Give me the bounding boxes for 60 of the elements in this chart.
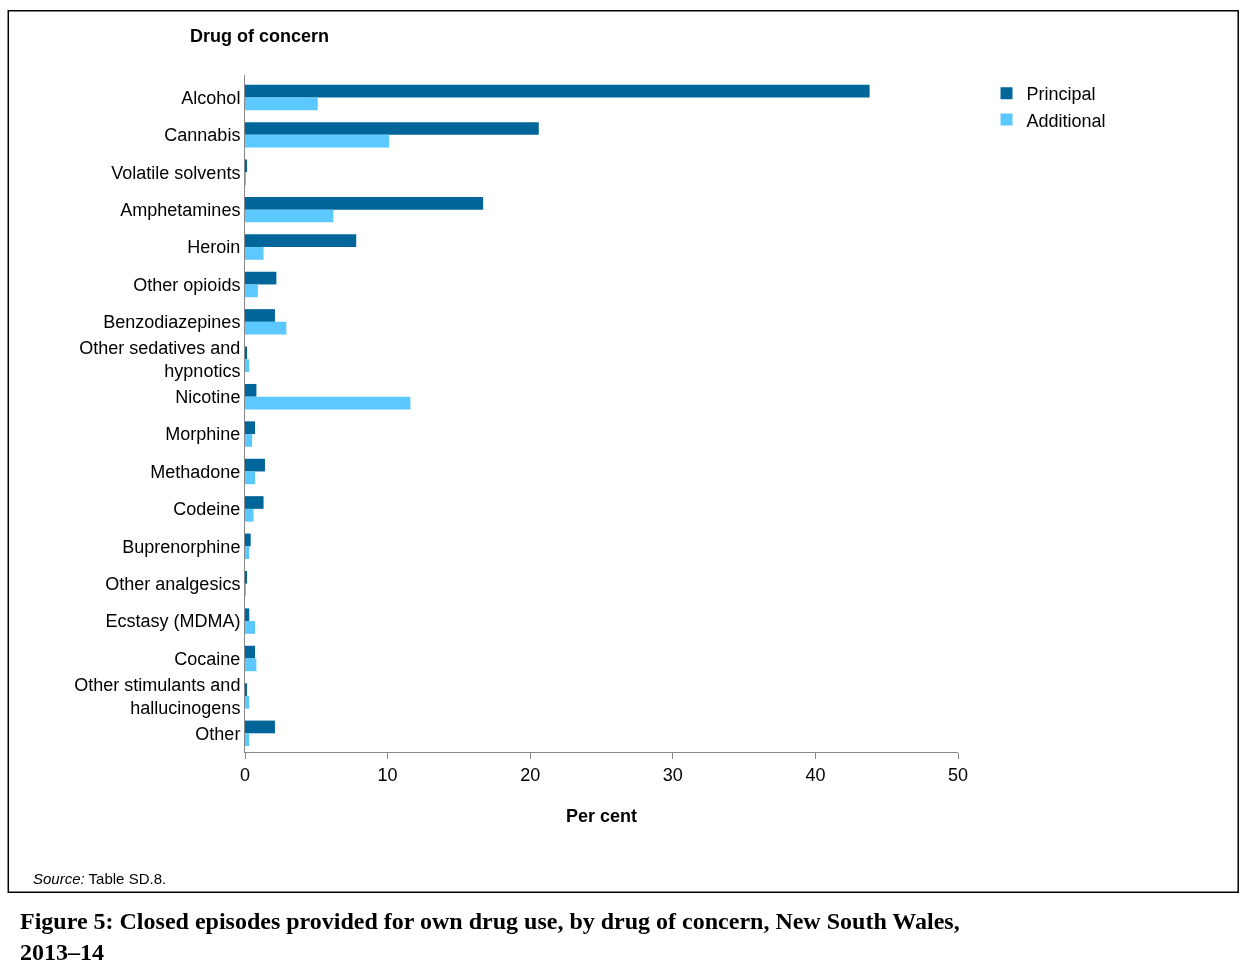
bar: [245, 209, 334, 223]
bar: [245, 383, 257, 397]
y-tick-label: Methadone: [150, 461, 241, 482]
x-tick-label: 0: [239, 764, 251, 785]
y-tick-label: Alcohol: [181, 87, 241, 108]
y-tick-label: Nicotine: [175, 386, 241, 407]
y-tick-label: Other opioids: [133, 274, 241, 295]
bar: [245, 546, 250, 559]
bar: [245, 695, 250, 709]
x-tick-label: 50: [947, 764, 969, 785]
bar: [245, 621, 255, 634]
y-tick-label: Other stimulants and hallucinogens: [74, 674, 241, 718]
y-tick-label: Buprenorphine: [122, 536, 241, 557]
y-tick-label: Other sedatives and hypnotics: [79, 337, 241, 382]
x-tick-label: 20: [520, 764, 541, 785]
bar: [245, 321, 287, 335]
y-tick-label: Other: [195, 723, 241, 744]
bar: [245, 533, 251, 547]
legend-label: Additional: [1026, 110, 1106, 131]
y-tick-label: Morphine: [165, 424, 241, 445]
bar: [245, 97, 318, 111]
bar: [245, 471, 255, 485]
bar: [245, 234, 357, 248]
y-axis-title: Drug of concern: [190, 26, 330, 46]
bar: [245, 658, 257, 672]
bar: [245, 434, 253, 447]
x-tick-label: 40: [805, 764, 826, 785]
bar: [245, 733, 250, 747]
x-tick-label: 10: [377, 764, 398, 785]
bar: [245, 247, 264, 260]
bar: [245, 396, 411, 410]
bar: [245, 84, 870, 98]
y-tick-label: Other analgesics: [105, 573, 241, 594]
source-note: Source: Table SD.8.: [33, 870, 167, 887]
bar: [245, 608, 250, 622]
y-tick-label: Benzodiazepines: [103, 312, 241, 333]
y-tick-label: Amphetamines: [120, 199, 241, 220]
bar: [245, 122, 539, 135]
x-axis-title: Per cent: [565, 805, 638, 826]
y-tick-label: Cocaine: [174, 648, 241, 669]
bar: [245, 645, 255, 659]
y-tick-label: Heroin: [187, 237, 241, 258]
x-tick-label: 30: [662, 764, 683, 785]
bar: [245, 271, 277, 285]
bar: [245, 720, 275, 734]
bar: [245, 508, 254, 522]
text: Figure 5: Closed episodes provided for own drug use, by drug of concern, New South Wales, 2013–14: [20, 908, 960, 966]
y-tick-label: Volatile solvents: [111, 162, 241, 183]
y-tick-label: Ecstasy (MDMA): [105, 611, 241, 632]
bar: [245, 496, 264, 509]
bar: [245, 359, 250, 372]
legend-label: Principal: [1026, 84, 1096, 105]
bar: [245, 134, 390, 148]
y-tick-label: Cannabis: [164, 125, 241, 146]
bar: [245, 309, 275, 322]
y-tick-label: Codeine: [173, 499, 241, 520]
bar: [245, 458, 265, 472]
bar: [245, 421, 255, 435]
bar: [245, 196, 484, 210]
bar: [245, 284, 258, 298]
